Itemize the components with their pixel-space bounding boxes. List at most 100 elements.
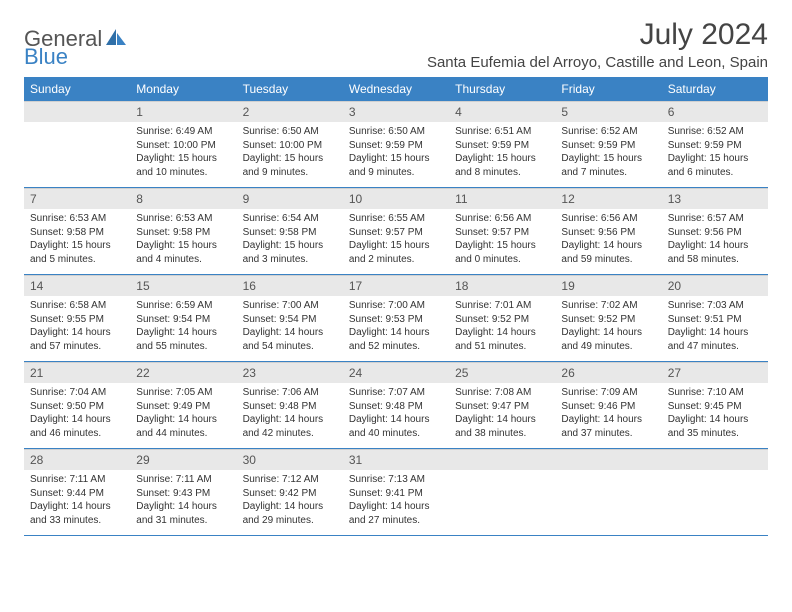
day-info-line: Sunrise: 6:57 AM (668, 212, 762, 226)
day-info-line: and 9 minutes. (349, 166, 443, 180)
day-info-line: Daylight: 14 hours (668, 239, 762, 253)
day-info-line: Daylight: 14 hours (136, 500, 230, 514)
day-info-line: Sunset: 9:55 PM (30, 313, 124, 327)
day-info-line: and 47 minutes. (668, 340, 762, 354)
day-info-line: Sunrise: 7:11 AM (30, 473, 124, 487)
day-info-line: Sunrise: 7:09 AM (561, 386, 655, 400)
day-info-line: Daylight: 14 hours (243, 326, 337, 340)
day-info-line: Daylight: 15 hours (136, 152, 230, 166)
day-info-line: Sunset: 9:58 PM (243, 226, 337, 240)
daynum-cell: 7 (24, 188, 130, 209)
daynum-cell: 8 (130, 188, 236, 209)
day-content-cell: Sunrise: 7:02 AMSunset: 9:52 PMDaylight:… (555, 296, 661, 359)
day-info-line: Sunrise: 7:13 AM (349, 473, 443, 487)
day-info-line: Daylight: 15 hours (243, 152, 337, 166)
day-info-line: Sunset: 9:54 PM (243, 313, 337, 327)
day-info-line: Sunrise: 6:55 AM (349, 212, 443, 226)
day-content-cell: Sunrise: 7:03 AMSunset: 9:51 PMDaylight:… (662, 296, 768, 359)
day-info-line: Daylight: 14 hours (668, 413, 762, 427)
day-content-cell: Sunrise: 7:00 AMSunset: 9:54 PMDaylight:… (237, 296, 343, 359)
day-info-line: Daylight: 14 hours (30, 413, 124, 427)
calendar-grid: SundayMondayTuesdayWednesdayThursdayFrid… (24, 77, 768, 536)
daynum-cell: 13 (662, 188, 768, 209)
daynum-cell: 18 (449, 275, 555, 296)
dayname-header-row: SundayMondayTuesdayWednesdayThursdayFrid… (24, 77, 768, 101)
header: General July 2024 Santa Eufemia del Arro… (24, 18, 768, 71)
daynum-cell: 10 (343, 188, 449, 209)
day-info-line: and 8 minutes. (455, 166, 549, 180)
day-info-line: Sunset: 9:42 PM (243, 487, 337, 501)
day-content-cell: Sunrise: 7:06 AMSunset: 9:48 PMDaylight:… (237, 383, 343, 446)
daynum-cell: 3 (343, 101, 449, 122)
daynum-cell (449, 449, 555, 470)
daynum-cell: 26 (555, 362, 661, 383)
day-content-cell: Sunrise: 7:11 AMSunset: 9:44 PMDaylight:… (24, 470, 130, 533)
day-info-line: Sunset: 9:59 PM (455, 139, 549, 153)
day-info-line: Sunset: 9:43 PM (136, 487, 230, 501)
location-text: Santa Eufemia del Arroyo, Castille and L… (427, 54, 768, 71)
daynum-row: 123456 (24, 101, 768, 122)
daynum-cell: 27 (662, 362, 768, 383)
day-info-line: and 38 minutes. (455, 427, 549, 441)
day-info-line: and 59 minutes. (561, 253, 655, 267)
day-info-line: Daylight: 14 hours (349, 326, 443, 340)
day-info-line: Sunrise: 6:50 AM (349, 125, 443, 139)
day-content-cell: Sunrise: 7:05 AMSunset: 9:49 PMDaylight:… (130, 383, 236, 446)
daynum-cell: 12 (555, 188, 661, 209)
day-info-line: Sunset: 9:48 PM (349, 400, 443, 414)
day-info-line: Sunrise: 7:06 AM (243, 386, 337, 400)
day-info-line: Sunrise: 7:08 AM (455, 386, 549, 400)
day-info-line: and 31 minutes. (136, 514, 230, 528)
day-info-line: Sunrise: 7:00 AM (349, 299, 443, 313)
day-info-line: Sunrise: 7:10 AM (668, 386, 762, 400)
day-content-cell (662, 470, 768, 533)
day-info-line: Sunset: 9:58 PM (30, 226, 124, 240)
day-info-line: Sunset: 9:52 PM (561, 313, 655, 327)
day-info-line: Sunrise: 6:56 AM (561, 212, 655, 226)
day-info-line: Sunrise: 7:00 AM (243, 299, 337, 313)
day-info-line: Daylight: 14 hours (349, 413, 443, 427)
day-info-line: Daylight: 15 hours (30, 239, 124, 253)
day-info-line: Sunset: 10:00 PM (243, 139, 337, 153)
daynum-cell (662, 449, 768, 470)
day-info-line: Daylight: 14 hours (455, 413, 549, 427)
day-content-cell: Sunrise: 6:53 AMSunset: 9:58 PMDaylight:… (130, 209, 236, 272)
day-info-line: and 55 minutes. (136, 340, 230, 354)
day-info-line: Sunset: 9:52 PM (455, 313, 549, 327)
day-info-line: Daylight: 14 hours (561, 413, 655, 427)
content-row: Sunrise: 6:53 AMSunset: 9:58 PMDaylight:… (24, 209, 768, 272)
day-content-cell: Sunrise: 7:07 AMSunset: 9:48 PMDaylight:… (343, 383, 449, 446)
daynum-cell: 16 (237, 275, 343, 296)
day-info-line: and 58 minutes. (668, 253, 762, 267)
day-info-line: Sunset: 10:00 PM (136, 139, 230, 153)
day-content-cell: Sunrise: 7:08 AMSunset: 9:47 PMDaylight:… (449, 383, 555, 446)
day-info-line: and 35 minutes. (668, 427, 762, 441)
day-info-line: Daylight: 15 hours (349, 239, 443, 253)
day-content-cell: Sunrise: 6:49 AMSunset: 10:00 PMDaylight… (130, 122, 236, 185)
dayname-cell: Saturday (662, 77, 768, 101)
month-title: July 2024 (427, 18, 768, 52)
day-info-line: and 29 minutes. (243, 514, 337, 528)
daynum-cell (555, 449, 661, 470)
day-info-line: Sunrise: 6:49 AM (136, 125, 230, 139)
day-info-line: Daylight: 15 hours (561, 152, 655, 166)
content-row: Sunrise: 6:58 AMSunset: 9:55 PM Daylight:… (24, 296, 768, 359)
day-info-line: Sunrise: 6:58 AM (30, 299, 124, 313)
day-info-line: Sunrise: 7:02 AM (561, 299, 655, 313)
dayname-cell: Tuesday (237, 77, 343, 101)
daynum-cell: 20 (662, 275, 768, 296)
day-info-line: and 6 minutes. (668, 166, 762, 180)
day-info-line: Daylight: 14 hours (561, 326, 655, 340)
day-content-cell (24, 122, 130, 185)
day-content-cell: Sunrise: 6:52 AMSunset: 9:59 PMDaylight:… (555, 122, 661, 185)
day-info-line: Sunset: 9:57 PM (349, 226, 443, 240)
day-info-line: Sunrise: 6:53 AM (136, 212, 230, 226)
daynum-cell: 31 (343, 449, 449, 470)
daynum-cell: 30 (237, 449, 343, 470)
content-row: Sunrise: 7:04 AMSunset: 9:50 PMDaylight:… (24, 383, 768, 446)
day-info-line: Sunrise: 7:11 AM (136, 473, 230, 487)
day-info-line: and 9 minutes. (243, 166, 337, 180)
day-info-line: Daylight: 15 hours (349, 152, 443, 166)
day-info-line: and 54 minutes. (243, 340, 337, 354)
day-info-line: and 57 minutes. (30, 340, 124, 354)
